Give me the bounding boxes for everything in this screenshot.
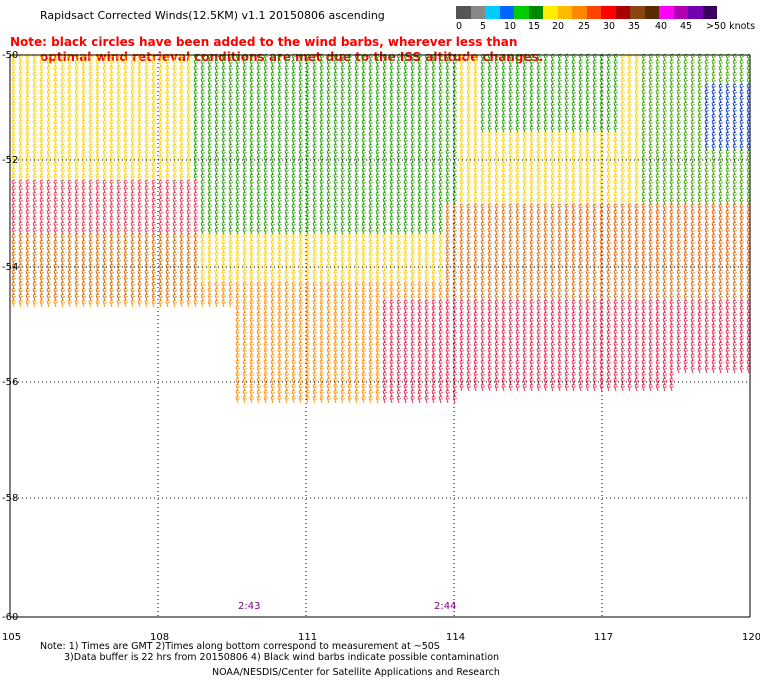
wind-barb xyxy=(221,299,226,308)
colorbar-label: 35 xyxy=(628,21,641,32)
wind-barb xyxy=(179,299,184,308)
colorbar-label: >50 knots xyxy=(706,21,756,32)
colorbar-swatch xyxy=(485,6,500,19)
wind-barb xyxy=(46,299,51,308)
colorbar-label: 20 xyxy=(552,21,565,32)
colorbar-swatch xyxy=(543,6,558,19)
wind-barb xyxy=(11,299,16,308)
colorbar-swatch xyxy=(514,6,529,19)
colorbar-swatch xyxy=(586,6,601,19)
colorbar-label: 40 xyxy=(655,21,668,32)
wind-barb xyxy=(207,299,212,308)
colorbar-swatch xyxy=(615,6,630,19)
colorbar xyxy=(456,6,717,19)
wind-barb xyxy=(67,299,72,308)
wind-barb xyxy=(116,299,121,308)
wind-barb xyxy=(172,299,177,308)
wind-barb xyxy=(200,299,205,308)
colorbar-label: 0 xyxy=(456,21,463,32)
colorbar-label: 45 xyxy=(680,21,693,32)
wind-barb xyxy=(88,299,93,308)
wind-barb xyxy=(18,299,23,308)
wind-barb xyxy=(53,299,58,308)
wind-barb xyxy=(109,299,114,308)
colorbar-swatch xyxy=(557,6,572,19)
colorbar-swatch xyxy=(630,6,645,19)
wind-barb xyxy=(130,299,135,308)
colorbar-swatch xyxy=(528,6,543,19)
colorbar-swatch xyxy=(456,6,471,19)
wind-barb xyxy=(95,299,100,308)
colorbar-swatch xyxy=(572,6,587,19)
wind-barb xyxy=(137,299,142,308)
colorbar-swatch xyxy=(688,6,703,19)
wind-barb xyxy=(60,299,65,308)
wind-barb xyxy=(39,299,44,308)
colorbar-swatch xyxy=(673,6,688,19)
colorbar-swatch xyxy=(601,6,616,19)
wind-barb xyxy=(32,299,37,308)
wind-barb xyxy=(158,299,163,308)
wind-barb xyxy=(25,299,30,308)
colorbar-label: 25 xyxy=(578,21,591,32)
note-line-1: Note: black circles have been added to t… xyxy=(10,35,518,49)
wind-barb xyxy=(123,299,128,308)
colorbar-swatch xyxy=(702,6,717,19)
wind-barb xyxy=(151,299,156,308)
note-line-2: optimal wind retrieval conditions are me… xyxy=(40,50,544,64)
colorbar-label: 30 xyxy=(603,21,616,32)
colorbar-swatch xyxy=(644,6,659,19)
wind-barbs xyxy=(11,53,751,404)
colorbar-swatch xyxy=(659,6,674,19)
map-title: Rapidsact Corrected Winds(12.5KM) v1.1 2… xyxy=(40,9,385,22)
colorbar-swatch xyxy=(499,6,514,19)
wind-barb xyxy=(186,299,191,308)
wind-barb xyxy=(74,299,79,308)
wind-barb xyxy=(228,299,233,308)
colorbar-labels: 0 5 10 15 20 25 30 35 40 45 >50 knots xyxy=(448,21,760,35)
colorbar-label: 5 xyxy=(480,21,487,32)
colorbar-swatch xyxy=(470,6,485,19)
wind-barb xyxy=(144,299,149,308)
wind-barb xyxy=(214,299,219,308)
wind-barb xyxy=(165,299,170,308)
wind-barb xyxy=(81,299,86,308)
colorbar-label: 10 xyxy=(504,21,517,32)
wind-barb xyxy=(102,299,107,308)
wind-barb xyxy=(193,299,198,308)
colorbar-label: 15 xyxy=(528,21,541,32)
